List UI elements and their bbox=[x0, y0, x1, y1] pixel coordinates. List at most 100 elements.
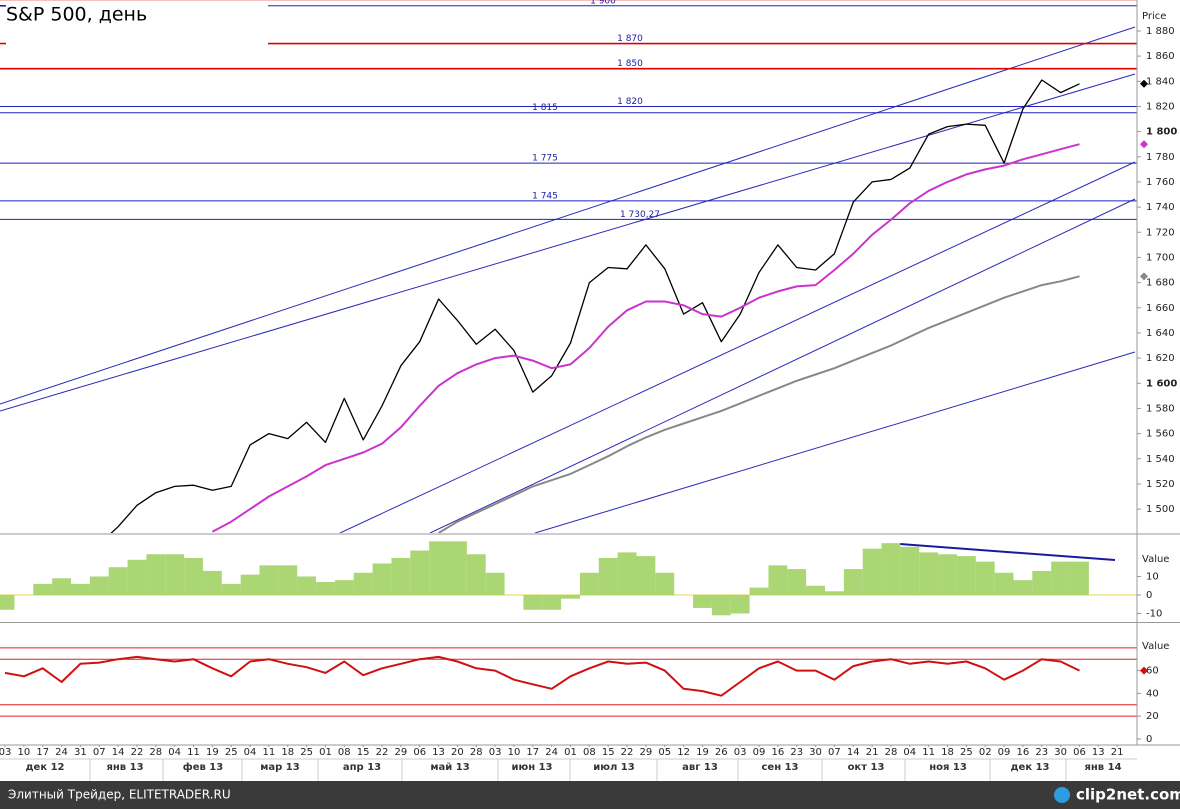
histogram-bar bbox=[33, 583, 53, 595]
histogram-bar bbox=[900, 546, 920, 595]
histogram-bar bbox=[862, 548, 882, 595]
x-tick-label: 25 bbox=[300, 747, 313, 758]
histogram-bar bbox=[89, 576, 109, 595]
rsi-panel bbox=[0, 647, 1137, 717]
y-tick-label: 1 780 bbox=[1146, 152, 1175, 163]
histogram-bar bbox=[466, 554, 486, 595]
level-label: 1 815 bbox=[532, 103, 558, 113]
level-label: 1 745 bbox=[532, 191, 558, 201]
y-tick-label: 1 680 bbox=[1146, 278, 1175, 289]
trend-line bbox=[534, 351, 1136, 533]
x-tick-label: 20 bbox=[451, 747, 464, 758]
x-tick-label: 31 bbox=[74, 747, 87, 758]
y-tick-label: 1 880 bbox=[1146, 26, 1175, 37]
histogram-bar bbox=[843, 569, 863, 595]
x-tick-label: 29 bbox=[394, 747, 407, 758]
histogram-bar bbox=[410, 550, 430, 595]
footer-logo[interactable]: clip2net.com bbox=[1076, 786, 1180, 804]
y-tick-label: 1 800 bbox=[1146, 127, 1177, 138]
x-tick-label: 11 bbox=[187, 747, 200, 758]
month-label: июл 13 bbox=[593, 762, 634, 773]
histogram-bar bbox=[165, 554, 185, 595]
histogram-bar bbox=[297, 576, 317, 595]
axes: 03 10 17 24 31 07 14 22 28 04 11 19 25 04 11 18 25 01 08 15… bbox=[0, 0, 1180, 781]
y-tick-label: 10 bbox=[1146, 571, 1159, 582]
month-label: фев 13 bbox=[183, 761, 223, 773]
x-tick-label: 03 bbox=[734, 747, 747, 758]
histogram-bar bbox=[636, 556, 656, 595]
y-tick-label: 1 820 bbox=[1146, 101, 1175, 112]
y-tick-label: 1 840 bbox=[1146, 76, 1175, 87]
y-tick-label: 40 bbox=[1146, 688, 1159, 699]
month-label: май 13 bbox=[430, 762, 469, 773]
trend-line bbox=[0, 26, 1136, 405]
x-tick-label: 25 bbox=[225, 747, 238, 758]
histogram-bar bbox=[975, 561, 995, 595]
last-value-marker bbox=[1140, 140, 1148, 149]
x-tick-label: 28 bbox=[470, 747, 483, 758]
x-tick-label: 18 bbox=[281, 747, 294, 758]
x-tick-label: 19 bbox=[206, 747, 219, 758]
last-value-marker bbox=[1140, 666, 1148, 675]
trend-line bbox=[339, 161, 1136, 533]
x-tick-label: 09 bbox=[753, 747, 766, 758]
histogram-bar bbox=[730, 594, 750, 614]
histogram-bar bbox=[448, 541, 467, 595]
x-tick-label: 01 bbox=[319, 747, 332, 758]
x-tick-label: 11 bbox=[922, 747, 935, 758]
x-tick-label: 09 bbox=[998, 747, 1011, 758]
histogram-bar bbox=[1070, 561, 1089, 595]
x-tick-label: 16 bbox=[771, 747, 784, 758]
series-line bbox=[438, 275, 1080, 533]
x-tick-label: 17 bbox=[36, 747, 49, 758]
x-tick-label: 22 bbox=[621, 747, 634, 758]
x-tick-label: 25 bbox=[960, 747, 973, 758]
level-label: 1 850 bbox=[617, 59, 643, 69]
histogram-bar bbox=[202, 570, 222, 595]
x-tick-label: 01 bbox=[564, 747, 577, 758]
x-tick-label: 13 bbox=[1092, 747, 1105, 758]
histogram-bar bbox=[0, 594, 15, 610]
trend-line bbox=[429, 198, 1136, 533]
month-label: июн 13 bbox=[511, 762, 552, 773]
x-tick-label: 14 bbox=[112, 747, 125, 758]
histogram-bar bbox=[372, 563, 392, 595]
level-label: 1 730,27 bbox=[620, 210, 660, 220]
x-tick-label: 12 bbox=[677, 747, 690, 758]
histogram-bar bbox=[1032, 570, 1052, 595]
month-label: апр 13 bbox=[343, 762, 381, 773]
histogram-bar bbox=[108, 567, 128, 595]
histogram-bar bbox=[598, 557, 618, 595]
x-tick-label: 10 bbox=[17, 747, 30, 758]
x-tick-label: 02 bbox=[979, 747, 992, 758]
y-tick-label: 1 720 bbox=[1146, 227, 1175, 238]
y-tick-label: 0 bbox=[1146, 590, 1152, 601]
x-tick-label: 08 bbox=[338, 747, 351, 758]
x-tick-label: 06 bbox=[413, 747, 426, 758]
histogram-bar bbox=[316, 582, 335, 595]
footer-source: Элитный Трейдер, ELITETRADER.RU bbox=[8, 788, 231, 802]
y-tick-label: 1 640 bbox=[1146, 328, 1175, 339]
histogram-bar bbox=[693, 594, 712, 608]
footer-bar bbox=[0, 781, 1180, 809]
x-tick-label: 24 bbox=[55, 747, 68, 758]
x-tick-label: 13 bbox=[432, 747, 445, 758]
histogram-bar bbox=[146, 554, 166, 595]
x-tick-label: 21 bbox=[1111, 747, 1124, 758]
histogram-bar bbox=[52, 578, 71, 595]
oscillator-panel bbox=[0, 541, 1137, 616]
histogram-bar bbox=[71, 583, 90, 595]
level-label: 1 900 bbox=[590, 0, 616, 6]
logo-icon bbox=[1054, 787, 1070, 803]
month-label: сен 13 bbox=[761, 762, 798, 773]
x-tick-label: 23 bbox=[790, 747, 803, 758]
x-tick-label: 04 bbox=[244, 747, 257, 758]
trend-line bbox=[0, 73, 1136, 412]
histogram-bar bbox=[485, 572, 505, 595]
y-tick-label: -10 bbox=[1146, 608, 1162, 619]
histogram-bar bbox=[1013, 580, 1033, 595]
histogram-bar bbox=[938, 554, 957, 595]
price-panel bbox=[0, 0, 1137, 533]
y-tick-label: 1 620 bbox=[1146, 353, 1175, 364]
month-label: янв 13 bbox=[106, 762, 143, 773]
